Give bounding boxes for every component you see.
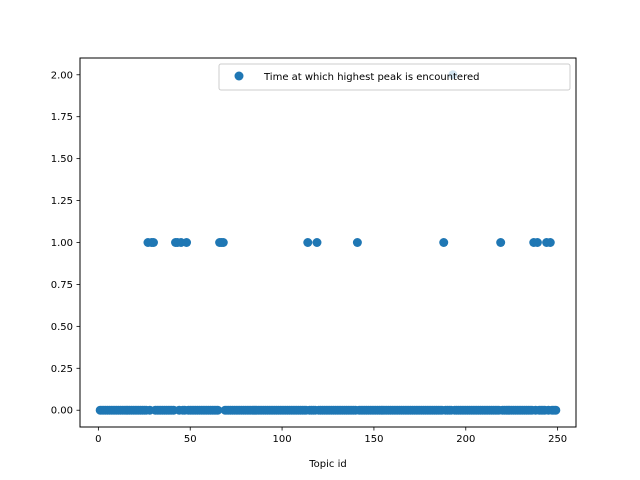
data-point xyxy=(496,238,506,247)
y-tick-label: 0.00 xyxy=(51,406,73,417)
data-point xyxy=(545,238,555,247)
data-point xyxy=(303,238,313,247)
y-tick-label: 0.75 xyxy=(51,280,73,291)
data-point xyxy=(312,238,322,247)
y-tick-label: 1.50 xyxy=(51,154,73,165)
data-point xyxy=(182,238,192,247)
data-point xyxy=(532,238,542,247)
legend-entry: Time at which highest peak is encountere… xyxy=(263,72,479,83)
legend-marker xyxy=(234,71,244,81)
x-axis-label: Topic id xyxy=(308,459,346,470)
x-tick-label: 100 xyxy=(273,434,292,445)
x-tick-label: 0 xyxy=(95,434,101,445)
x-tick-label: 150 xyxy=(364,434,383,445)
x-tick-label: 250 xyxy=(548,434,567,445)
legend-box xyxy=(218,63,571,91)
legend: Time at which highest peak is encountere… xyxy=(218,63,571,91)
x-tick-label: 50 xyxy=(184,434,197,445)
y-tick-label: 0.25 xyxy=(51,364,73,375)
y-tick-label: 1.75 xyxy=(51,112,73,123)
y-axis-ticks: 0.00 0.25 0.50 0.75 1.00 1.25 1.50 1.75 2.00 xyxy=(51,70,80,417)
data-point xyxy=(218,238,228,247)
x-tick-label: 200 xyxy=(456,434,475,445)
data-point xyxy=(439,238,449,247)
y-tick-label: 1.00 xyxy=(51,238,73,249)
y-tick-label: 2.00 xyxy=(51,70,73,81)
y-tick-label: 0.50 xyxy=(51,322,73,333)
y-tick-label: 1.25 xyxy=(51,196,73,207)
data-point xyxy=(148,238,158,247)
x-axis-ticks: 0 50 100 150 200 250 xyxy=(95,427,567,445)
data-point xyxy=(352,238,362,247)
data-point xyxy=(213,405,223,415)
plot-area xyxy=(80,58,576,427)
data-point xyxy=(551,405,561,415)
